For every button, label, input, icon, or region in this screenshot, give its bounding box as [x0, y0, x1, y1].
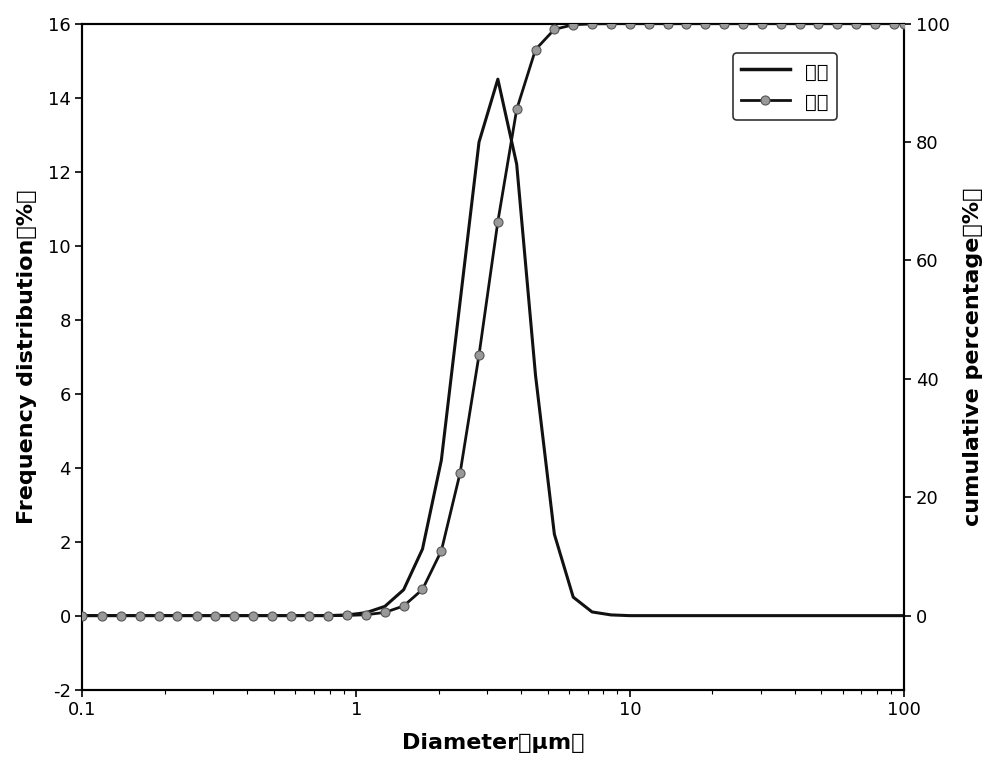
X-axis label: Diameter（μm）: Diameter（μm）	[402, 733, 584, 753]
Y-axis label: Frequency distribution（%）: Frequency distribution（%）	[17, 189, 37, 524]
Legend: 区间, 累积: 区间, 累积	[733, 53, 837, 119]
Y-axis label: cumulative percentage（%）: cumulative percentage（%）	[963, 187, 983, 526]
